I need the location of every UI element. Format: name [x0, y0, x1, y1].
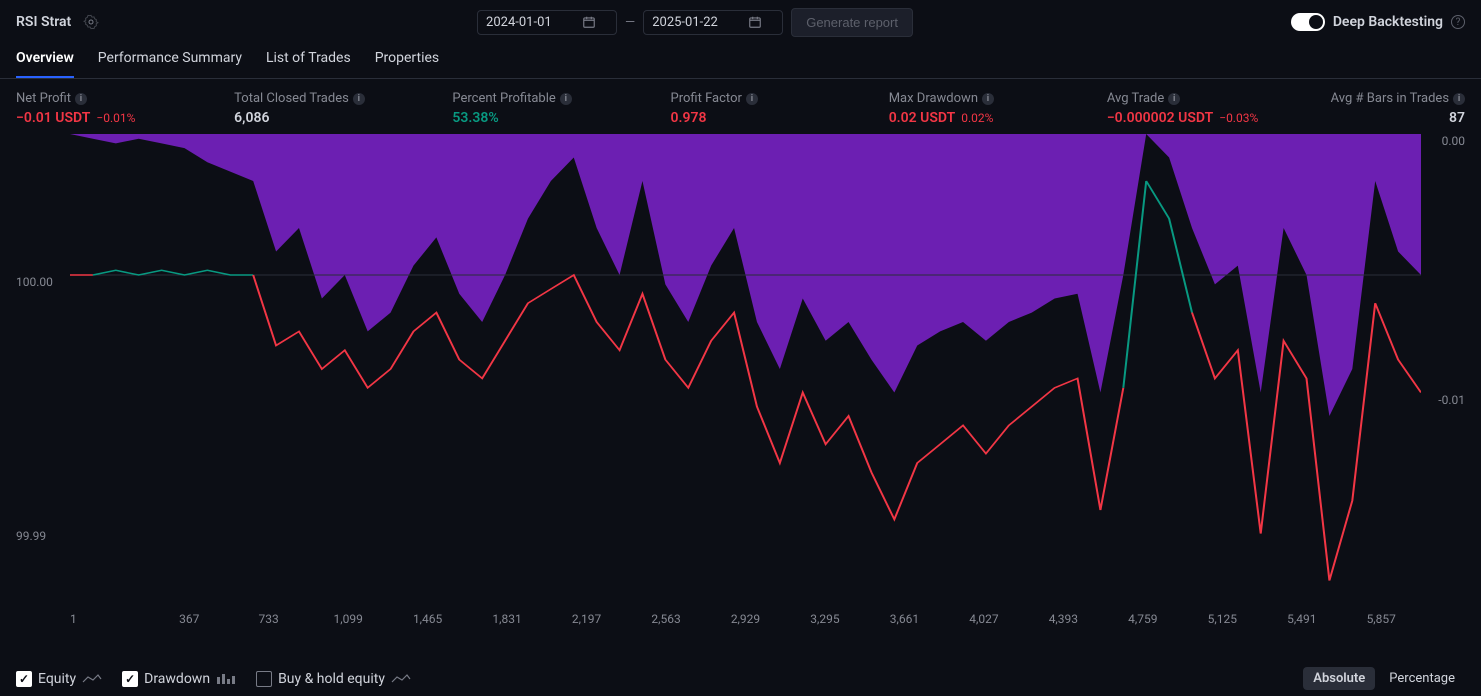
info-icon[interactable]: i: [75, 93, 87, 105]
y-axis-right: 0.00-0.01: [1425, 134, 1465, 604]
line-icon: [391, 673, 411, 685]
legend-drawdown[interactable]: Drawdown: [122, 671, 236, 687]
mode-toggle: Absolute Percentage: [1303, 667, 1465, 690]
generate-report-button[interactable]: Generate report: [791, 8, 913, 37]
legend-equity[interactable]: Equity: [16, 671, 102, 687]
stat-percent-profitable: Percent Profitablei 53.38%: [452, 91, 660, 126]
info-icon[interactable]: i: [353, 93, 365, 105]
calendar-icon: [582, 15, 596, 29]
stat-total-closed-trades: Total Closed Tradesi 6,086: [234, 91, 442, 126]
info-icon[interactable]: i: [560, 93, 572, 105]
tab-list-of-trades[interactable]: List of Trades: [266, 50, 351, 78]
strategy-name: RSI Strat: [16, 14, 71, 30]
stat-max-drawdown: Max Drawdowni 0.02 USDT0.02%: [889, 91, 1097, 126]
date-range-dash: —: [625, 15, 635, 30]
x-axis: 13677331,0991,4651,8312,1972,5632,9293,2…: [70, 612, 1421, 632]
info-icon[interactable]: i: [1453, 93, 1465, 105]
date-from-input[interactable]: 2024-01-01: [477, 10, 617, 35]
y-axis-left: 100.0099.99: [16, 134, 66, 604]
mode-absolute-button[interactable]: Absolute: [1303, 667, 1375, 690]
help-icon[interactable]: ?: [1451, 15, 1465, 29]
date-from-value: 2024-01-01: [486, 15, 552, 30]
legend-buy-hold[interactable]: Buy & hold equity: [256, 671, 411, 687]
tabs: Overview Performance Summary List of Tra…: [0, 44, 1481, 79]
strategy-settings-icon[interactable]: [83, 14, 99, 30]
deep-backtesting-toggle[interactable]: [1291, 13, 1325, 31]
bars-icon: [216, 673, 236, 685]
equity-chart[interactable]: [70, 134, 1421, 604]
info-icon[interactable]: i: [746, 93, 758, 105]
line-icon: [82, 673, 102, 685]
checkbox-icon: [256, 671, 272, 687]
calendar-icon: [748, 15, 762, 29]
checkbox-icon: [122, 671, 138, 687]
stats-row: Net Profiti −0.01 USDT−0.01% Total Close…: [0, 79, 1481, 134]
deep-backtesting-label: Deep Backtesting: [1333, 14, 1443, 30]
info-icon[interactable]: i: [1168, 93, 1180, 105]
date-to-value: 2025-01-22: [652, 15, 718, 30]
stat-avg-trade: Avg Tradei −0.000002 USDT−0.03%: [1107, 91, 1315, 126]
checkbox-icon: [16, 671, 32, 687]
info-icon[interactable]: i: [982, 93, 994, 105]
stat-net-profit: Net Profiti −0.01 USDT−0.01%: [16, 91, 224, 126]
tab-overview[interactable]: Overview: [16, 50, 74, 78]
date-to-input[interactable]: 2025-01-22: [643, 10, 783, 35]
tab-properties[interactable]: Properties: [375, 50, 439, 78]
mode-percentage-button[interactable]: Percentage: [1379, 667, 1465, 690]
stat-profit-factor: Profit Factori 0.978: [671, 91, 879, 126]
stat-avg-bars: Avg # Bars in Tradesi 87: [1325, 91, 1465, 126]
tab-performance-summary[interactable]: Performance Summary: [98, 50, 242, 78]
